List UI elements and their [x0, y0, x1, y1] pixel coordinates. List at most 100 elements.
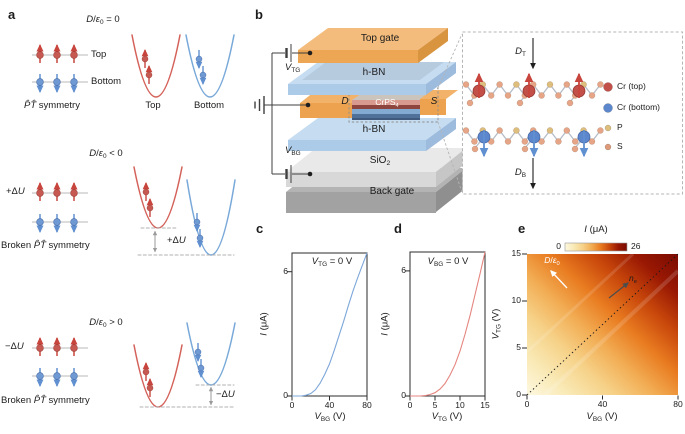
row1-symmetry-label: P̂T̂ symmetry: [24, 100, 80, 111]
row2-potential-offset-label: +ΔU: [6, 186, 25, 197]
contact-dot-back-gate: [307, 171, 313, 177]
sio2-label: SiO2: [369, 155, 391, 167]
top-gate-layer: [298, 28, 448, 63]
dt-label: DT: [515, 46, 526, 58]
panel-label-c: c: [256, 221, 264, 236]
parabola-top-row3: [133, 344, 183, 408]
row2-symmetry-label: Broken P̂T̂ symmetry: [1, 240, 90, 251]
parabola-bottom-row3: [186, 322, 236, 386]
panel-c-xtick: 80: [362, 400, 372, 410]
well-spin-arrows: [141, 49, 207, 397]
panel-e-xtick: 40: [597, 399, 608, 409]
row2-well-delta-label: +ΔU: [167, 235, 186, 246]
panel-d-xtick: 10: [455, 400, 465, 410]
crps4-label: CrPS4: [375, 97, 399, 109]
ne-axis-dotted-line: [526, 253, 679, 396]
crystal-structure: [462, 72, 604, 158]
iv-curve-top-gate: [410, 251, 486, 397]
parabola-top-row2: [133, 166, 183, 229]
panel-e-ytick: 15: [511, 248, 521, 258]
source-label: S: [430, 96, 438, 107]
panel-d-ytick: 6: [401, 265, 406, 275]
colorbar-title: I (μA): [584, 224, 608, 235]
panel-c-annotation: VTG = 0 V: [311, 256, 353, 268]
legend-label-p: P: [617, 122, 623, 132]
panel-e-xlabel: VBG (V): [586, 411, 618, 423]
panel-label-e: e: [518, 221, 526, 236]
vbg-label: VBG: [285, 145, 301, 157]
panel-c-ytick: 0: [283, 390, 288, 400]
carrier-density-label: ne: [629, 273, 637, 285]
parabola-bottom-row2: [186, 179, 236, 256]
panel-c-xtick: 40: [324, 400, 335, 410]
panel-d-xtick: 15: [480, 400, 490, 410]
legend-label-cr-bottom: Cr (bottom): [617, 102, 660, 112]
contact-dot-top-gate: [307, 50, 313, 56]
panel-d-xlabel: VTG (V): [431, 411, 463, 423]
panel-e-ytick: 0: [516, 389, 521, 399]
panel-e-map: [522, 242, 680, 400]
row3-symmetry-label: Broken P̂T̂ symmetry: [1, 395, 90, 406]
inset-connector-line: [437, 121, 463, 193]
row3-potential-offset-label: −ΔU: [5, 341, 24, 352]
crystal-inset-frame: [462, 31, 683, 195]
panel-c-ytick: 6: [283, 266, 288, 276]
panel-d-ylabel: I (μA): [379, 312, 391, 336]
hbn-top-label: h-BN: [362, 67, 386, 78]
panel-e-xtick: 0: [524, 399, 530, 409]
iv-curve-back-gate: [292, 252, 368, 397]
row1-lattice-top-label: Top: [91, 49, 107, 60]
row1-well-top-label: Top: [145, 100, 161, 111]
displacement-field-label: D/ε0: [544, 255, 560, 267]
parabola-bottom-row1: [185, 34, 235, 98]
spin-lattice-diagrams: [32, 43, 88, 388]
row1-condition-label: D/ε0 = 0: [86, 14, 120, 26]
panel-e-ytick: 10: [511, 295, 521, 305]
top-gate-label: Top gate: [360, 33, 400, 44]
device-stack: [254, 28, 466, 213]
row2-condition-label: D/ε0 < 0: [89, 148, 123, 160]
colorbar-max: 26: [631, 241, 641, 251]
colorbar-min: 0: [556, 241, 561, 251]
gate-wiring: [254, 44, 310, 183]
panel-e-ylabel: VTG (V): [490, 308, 503, 340]
panel-d-xtick: 0: [407, 400, 413, 410]
panel-e-xtick: 80: [673, 399, 683, 409]
inset-connector-line: [437, 33, 463, 89]
displacement-field-arrow: [550, 270, 568, 289]
panel-label-a: a: [8, 7, 16, 22]
panel-e-ytick: 5: [516, 342, 521, 352]
drain-label: D: [341, 96, 349, 107]
row1-lattice-bottom-label: Bottom: [91, 76, 122, 87]
legend-label-cr-top: Cr (top): [617, 81, 646, 91]
panel-d-annotation: VBG = 0 V: [427, 256, 469, 268]
hbn-bottom-layer: [288, 118, 456, 151]
carrier-density-arrow: [608, 282, 629, 299]
panel-c-xtick: 0: [289, 400, 295, 410]
parabola-top-row1: [131, 34, 181, 98]
hbn-top-layer: [288, 62, 456, 95]
colorbar: [564, 242, 628, 252]
panel-d-xtick: 5: [432, 400, 438, 410]
row3-well-delta-label: −ΔU: [216, 389, 235, 400]
hbn-bottom-label: h-BN: [362, 124, 386, 135]
contact-dot-drain: [305, 102, 311, 108]
panel-d-ytick: 0: [401, 390, 406, 400]
panel-label-b: b: [255, 7, 263, 22]
back-gate-label: Back gate: [369, 186, 415, 197]
panel-label-d: d: [394, 221, 402, 236]
db-label: DB: [514, 167, 526, 179]
panel-d-axes: [405, 251, 486, 401]
energy-well-parabolas: [131, 34, 236, 408]
sio2-layer: [286, 148, 466, 187]
row3-condition-label: D/ε0 > 0: [89, 317, 123, 329]
vtg-label: VTG: [285, 62, 301, 74]
legend-dots: [603, 82, 613, 151]
row1-well-bottom-label: Bottom: [193, 100, 225, 111]
panel-c-axes: [287, 252, 368, 401]
legend-label-s: S: [617, 141, 623, 151]
panel-c-ylabel: I (μA): [258, 312, 270, 336]
panel-c-xlabel: VBG (V): [314, 411, 346, 423]
